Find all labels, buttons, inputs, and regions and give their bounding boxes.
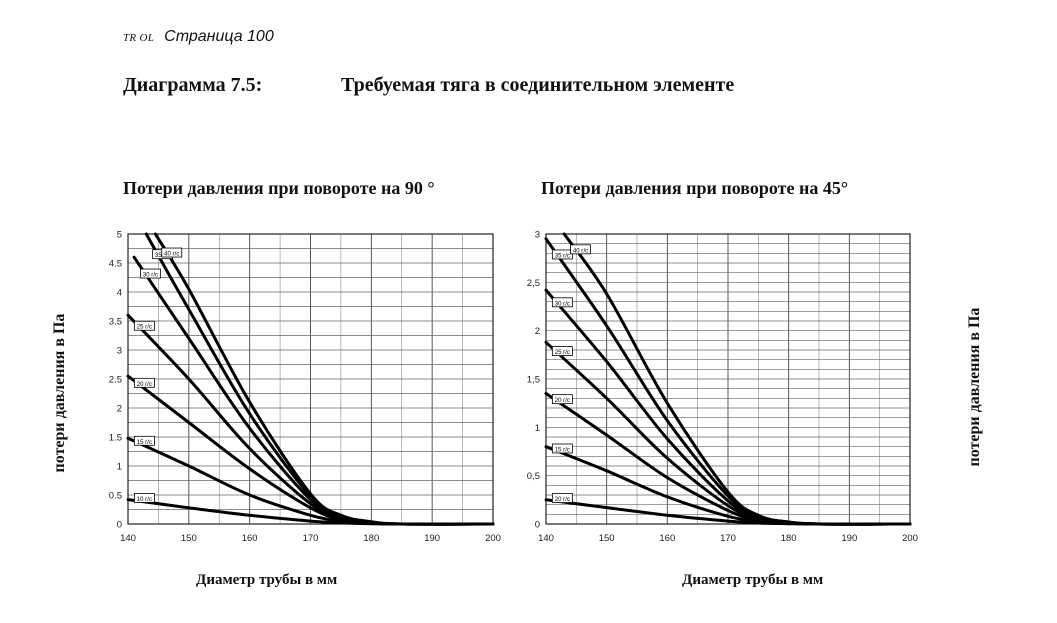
left-x-axis-label: Диаметр трубы в мм	[196, 572, 338, 588]
series-label: 15 г/с	[551, 443, 573, 454]
y-tick-label: 4	[117, 288, 122, 299]
x-tick-label: 160	[242, 533, 258, 544]
left-chart-title: Потери давления при повороте на 90 °	[123, 178, 435, 198]
x-tick-label: 150	[599, 533, 615, 544]
right-x-axis-label: Диаметр трубы в мм	[682, 572, 824, 588]
series-label: 15 г/с	[133, 435, 155, 446]
series-label: 30 г/с	[551, 297, 573, 308]
series-label-box	[133, 493, 155, 503]
series-label-text: 15 г/с	[555, 447, 570, 453]
series-label: 10 г/с	[133, 493, 155, 503]
series-label-text: 20 г/с	[137, 382, 152, 388]
series-label: 20 г/с	[551, 493, 573, 503]
x-tick-label: 180	[363, 533, 379, 544]
x-tick-label: 170	[303, 533, 319, 544]
x-tick-label: 160	[659, 533, 675, 544]
series-label-text: 20 г/с	[555, 398, 570, 404]
grid	[545, 233, 911, 525]
y-tick-label: 3	[535, 230, 540, 241]
diagram-number: Диаграмма 7.5:	[123, 74, 263, 96]
y-tick-label: 0	[117, 520, 122, 531]
plot-frame	[545, 233, 911, 525]
series-group	[126, 232, 495, 526]
series-label-box	[551, 249, 573, 260]
diagram-heading: Диаграмма 7.5: Требуемая тяга в соедините…	[123, 74, 734, 97]
diagram-title: Требуемая тяга в соединительном элементе	[341, 74, 735, 96]
series-label-text: 35 г/с	[555, 253, 570, 259]
series-line	[153, 232, 495, 526]
x-tick-label: 140	[120, 533, 136, 544]
y-tick-label: 0	[535, 520, 540, 531]
plot-frame	[127, 233, 494, 525]
y-tick-label: 1,5	[527, 375, 540, 386]
y-tick-label: 2.5	[109, 375, 122, 386]
series-group	[544, 232, 912, 526]
right-chart-title: Потери давления при повороте на 45°	[541, 178, 849, 198]
series-label-box	[551, 493, 573, 503]
series-label-text: 10 г/с	[137, 497, 152, 503]
y-tick-label: 1.5	[109, 433, 122, 444]
series-label-box	[551, 297, 573, 308]
series-line	[562, 232, 912, 526]
y-tick-label: 2	[535, 326, 540, 337]
y-tick-label: 4.5	[109, 259, 122, 270]
series-label: 35 г/с	[551, 249, 573, 260]
series-label-text: 40 г/с	[164, 252, 179, 258]
y-tick-label: 1	[535, 423, 540, 434]
x-tick-label: 180	[781, 533, 797, 544]
x-tick-label: 150	[181, 533, 197, 544]
series-label: 30 г/с	[140, 268, 161, 279]
series-label: 25 г/с	[133, 320, 155, 331]
series-label: 20 г/с	[133, 377, 155, 388]
y-tick-label: 3	[117, 346, 122, 357]
series-label-box	[133, 435, 155, 446]
x-tick-label: 200	[485, 533, 501, 544]
series-label: 40 г/с	[161, 247, 183, 258]
series-label-box	[161, 247, 183, 258]
y-tick-label: 2	[117, 404, 122, 415]
series-label-box	[551, 394, 573, 405]
series-label-text: 25 г/с	[555, 350, 570, 356]
brand-label: TR OL	[123, 32, 155, 44]
y-tick-label: 0,5	[527, 471, 540, 482]
x-tick-label: 190	[424, 533, 440, 544]
y-tick-label: 1	[117, 462, 122, 473]
series-label: 25 г/с	[551, 346, 573, 357]
series-label-box	[140, 268, 161, 279]
y-tick-label: 3.5	[109, 317, 122, 328]
series-label-text: 15 г/с	[137, 440, 152, 446]
x-tick-label: 200	[902, 533, 918, 544]
series-label: 40 г/с	[570, 244, 591, 255]
series-label-text: 30 г/с	[555, 301, 570, 307]
series-label-box	[133, 377, 155, 388]
series-label-text: 30 г/с	[143, 273, 158, 279]
y-tick-label: 2,5	[527, 278, 540, 289]
y-tick-label: 5	[117, 230, 122, 241]
series-label: 20 г/с	[551, 394, 573, 405]
series-label-box	[133, 320, 155, 331]
x-tick-label: 190	[841, 533, 857, 544]
y-tick-label: 0.5	[109, 491, 122, 502]
series-label-box	[551, 443, 573, 454]
series-label-box	[551, 346, 573, 357]
series-label-text: 20 г/с	[555, 497, 570, 503]
series-label-text: 40 г/с	[573, 248, 588, 254]
series-label-text: 25 г/с	[137, 325, 152, 331]
page-header: TR OL Страница 100	[123, 28, 274, 46]
x-tick-label: 170	[720, 533, 736, 544]
series-label-box	[570, 244, 591, 255]
x-tick-label: 140	[538, 533, 554, 544]
page-number: Страница 100	[164, 28, 274, 45]
